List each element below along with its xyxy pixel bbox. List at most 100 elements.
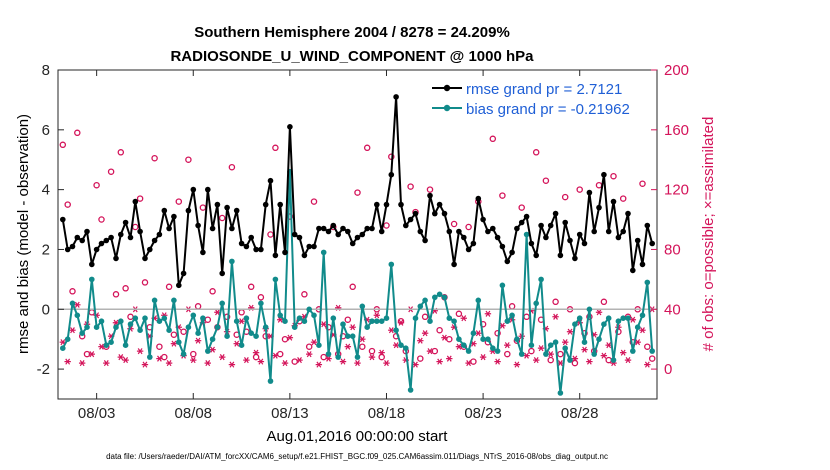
rmse-point [301,252,308,259]
rmse-point [591,228,597,235]
rmse-point [615,234,622,241]
assimilated-obs-point [204,360,211,367]
bias-point [417,303,424,310]
bias-point [398,342,404,349]
assimilated-obs-point [315,361,323,368]
bias-point [209,336,216,343]
assimilated-obs-stroke [142,361,148,368]
assimilated-obs-point [436,358,443,365]
rmse-point [649,240,655,247]
bias-point [200,315,206,322]
rmse-point [340,225,346,232]
assimilated-obs-point [165,360,173,367]
rmse-point [262,201,269,208]
assimilated-obs-point [252,349,260,356]
rmse-point [132,198,139,205]
bias-point [596,336,602,343]
rmse-point [374,201,380,208]
assimilated-obs-stroke [171,340,177,347]
assimilated-obs-stroke [340,358,346,365]
possible-obs-point [272,144,279,152]
bias-point [349,333,356,340]
bias-point [340,321,346,328]
bias-point [103,342,110,349]
assimilated-obs-point [566,328,574,335]
assimilated-obs-point [325,355,332,362]
assimilated-obs-point [354,360,361,367]
possible-obs-point [359,343,366,350]
assimilated-obs-stroke [316,361,322,368]
bias-point [504,318,511,325]
left-tick-label: 8 [42,62,50,79]
bias-point [151,297,158,304]
footer-data-file: data file: /Users/raeder/DAI/ATM_forcXX/… [106,452,608,461]
assimilated-obs-stroke [471,340,476,347]
assimilated-obs-stroke [243,357,249,364]
bias-point [359,303,366,310]
assimilated-obs-point [305,351,313,358]
x-tick-label: 08/23 [464,405,502,422]
bias-point [591,351,597,357]
assimilated-obs-stroke [306,351,312,358]
assimilated-obs-stroke [123,357,129,364]
assimilated-obs-point [368,354,376,361]
left-tick-label: 6 [42,122,50,139]
bias-point [233,318,240,325]
rmse-point [552,210,559,217]
bias-point [69,300,76,307]
assimilated-obs-stroke [514,361,520,368]
rmse-point [209,225,216,232]
bias-point [156,318,163,325]
assimilated-obs-point [373,312,381,319]
assimilated-obs-stroke [495,358,500,365]
assimilated-obs-stroke [422,330,428,337]
possible-obs-point [93,181,100,189]
bias-point [296,315,303,322]
rmse-point [224,204,230,211]
possible-obs-point [421,313,429,321]
rmse-point [354,234,361,241]
rmse-point [180,270,187,277]
x-tick-label: 08/28 [561,405,599,422]
assimilated-obs-stroke [567,328,573,335]
possible-obs-point [465,223,472,231]
assimilated-obs-stroke [635,339,641,346]
bias-point [137,327,143,334]
assimilated-obs-point [98,343,105,350]
assimilated-obs-stroke [215,309,220,316]
possible-obs-point [209,288,216,295]
rmse-point [383,201,390,208]
left-tick-label: -2 [37,361,50,378]
left-tick-label: 0 [42,301,50,318]
possible-obs-point [532,149,540,156]
bias-point [113,324,119,331]
rmse-point [325,228,332,235]
bias-point [364,324,371,331]
assimilated-obs-point [513,361,521,368]
bias-point [625,315,631,322]
rmse-point [69,243,76,250]
rmse-point [166,225,172,232]
bias-point [122,342,129,349]
bias-point [185,324,192,331]
assimilated-obs-stroke [287,334,293,341]
possible-obs-point [252,353,260,361]
assimilated-obs-stroke [572,355,578,362]
possible-obs-point [112,291,120,298]
assimilated-obs-stroke [601,352,607,359]
bias-point [518,351,525,357]
assimilated-obs-stroke [413,361,418,368]
possible-obs-point [600,298,608,306]
assimilated-obs-stroke [355,360,360,367]
bias-point [514,336,520,343]
possible-obs-point [344,316,352,323]
bias-point [576,315,583,322]
bias-point [480,336,486,343]
assimilated-obs-stroke [103,360,109,367]
assimilated-obs-stroke [625,357,631,364]
assimilated-obs-stroke [456,343,462,350]
bias-point [60,345,66,352]
bias-point [567,357,573,363]
rmse-point [122,219,129,226]
